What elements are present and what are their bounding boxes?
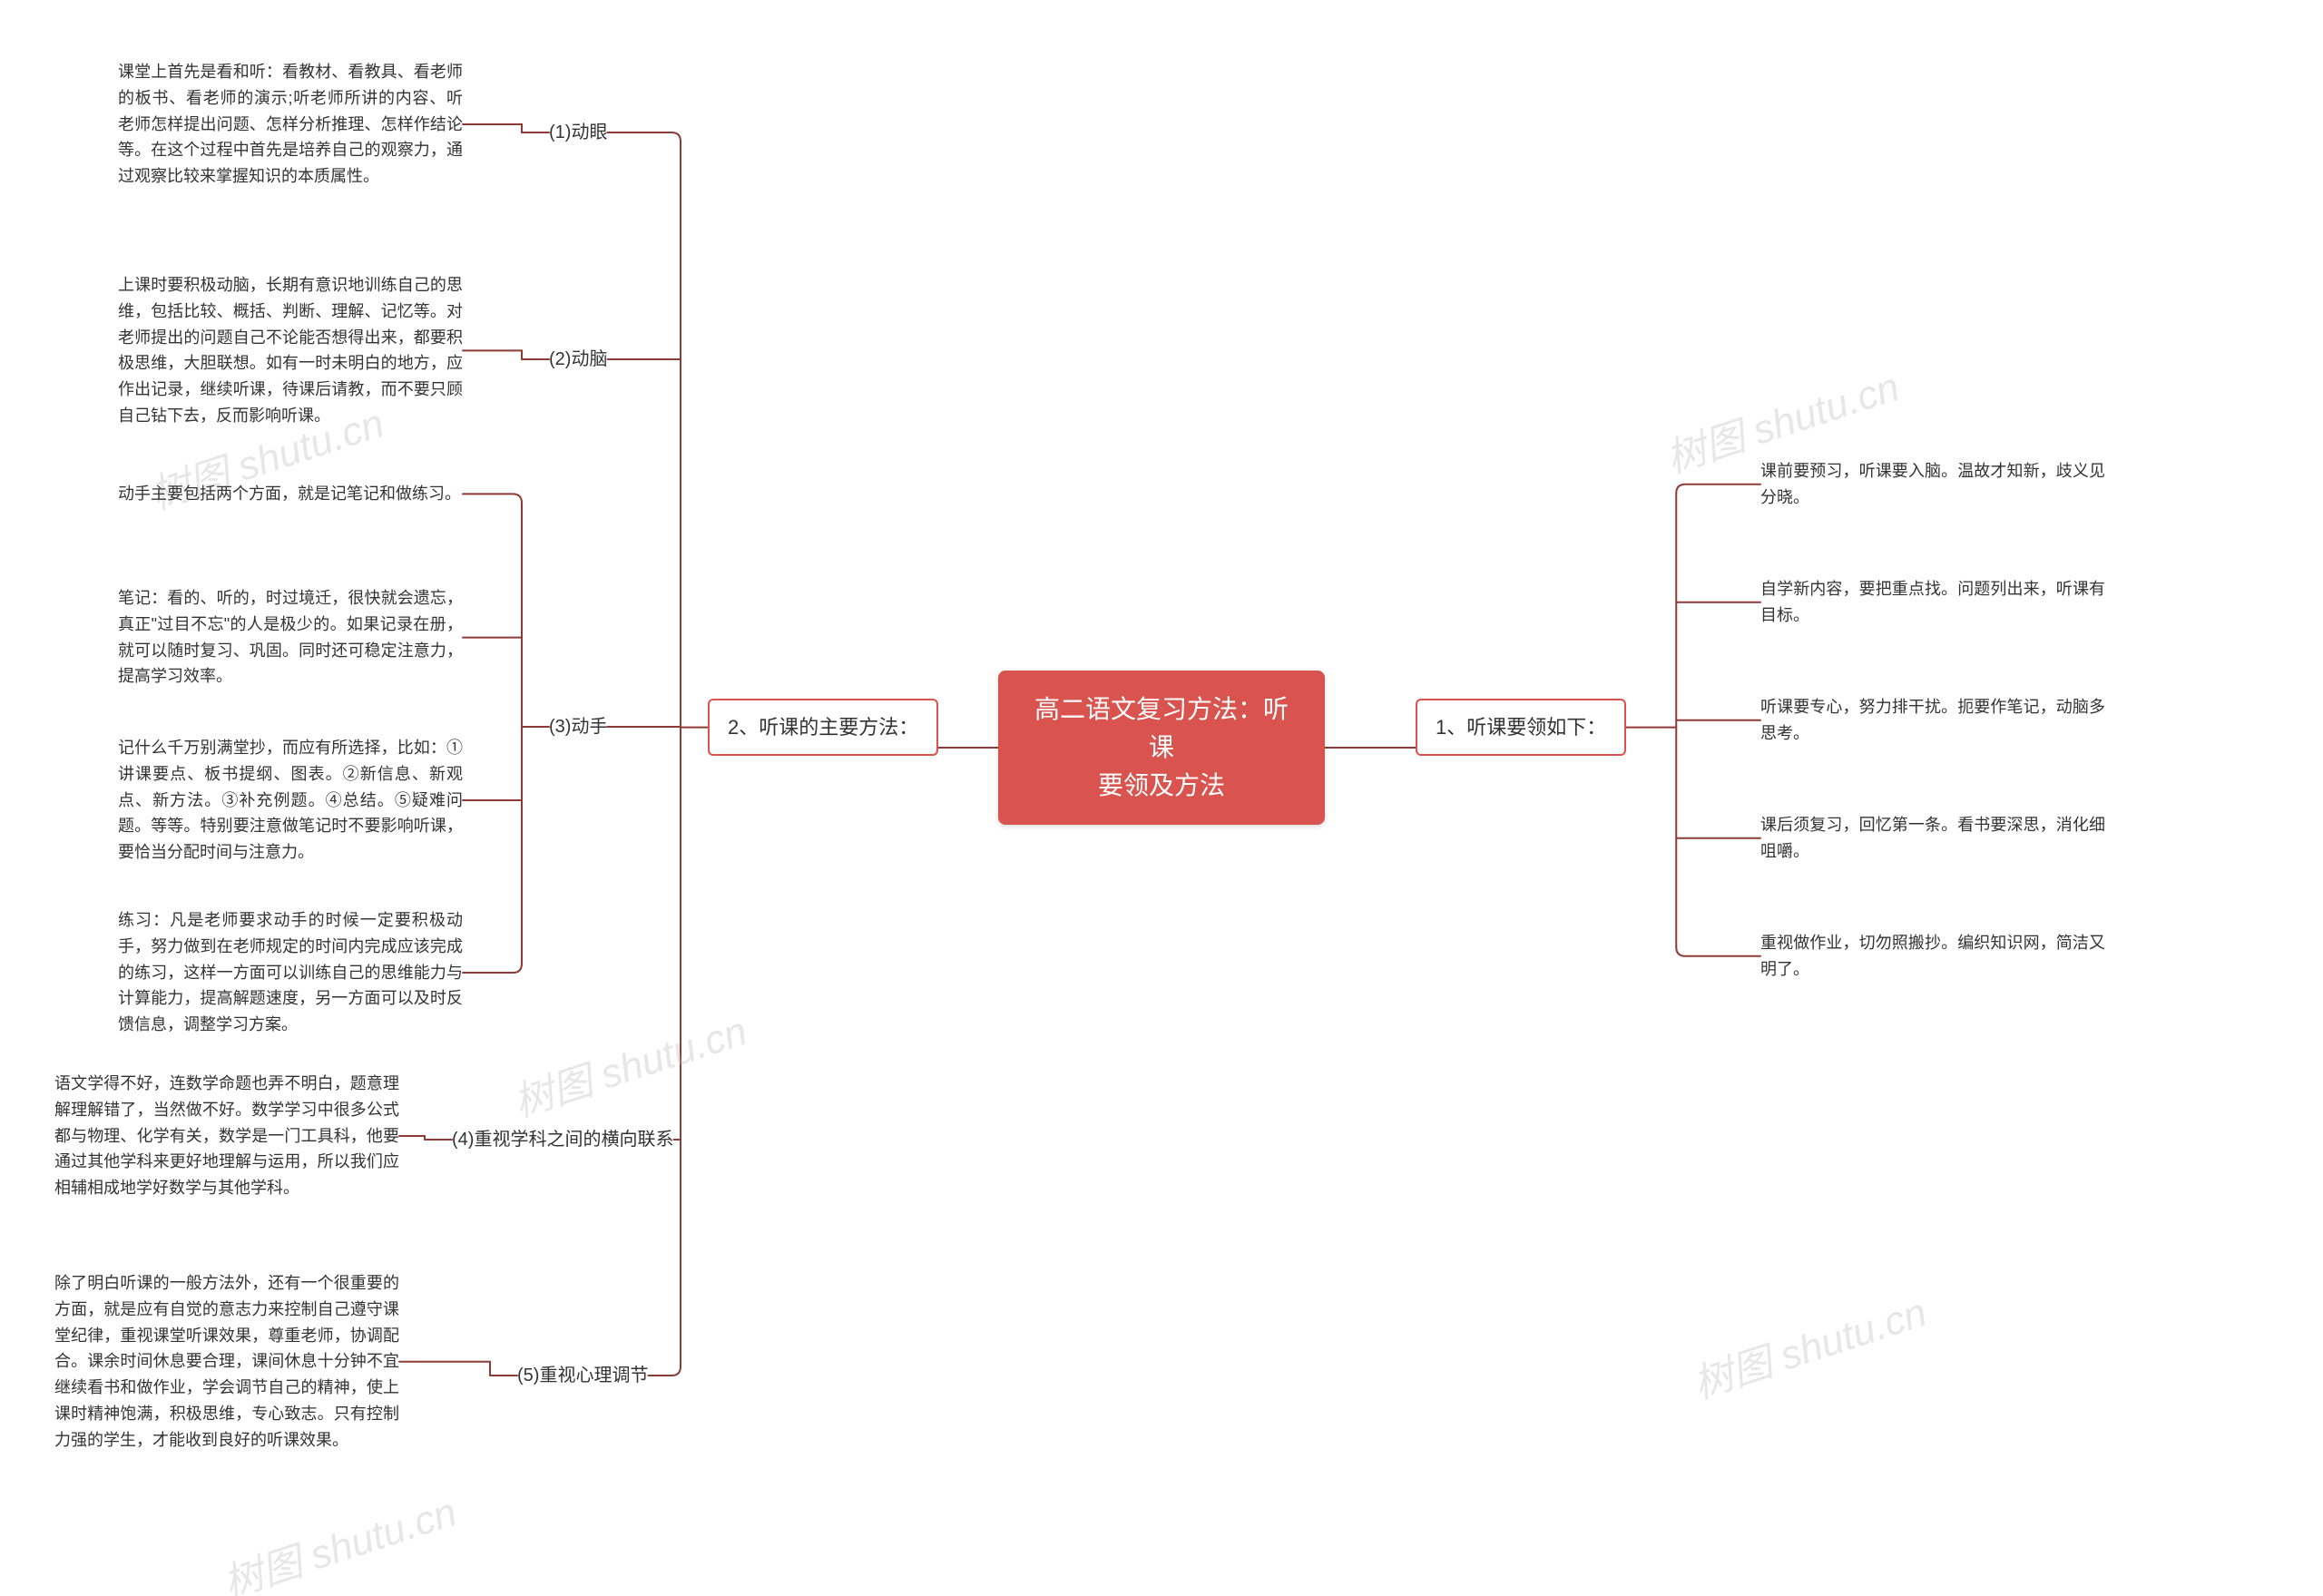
left-leaf: 记什么千万别满堂抄，而应有所选择，比如：①讲课要点、板书提纲、图表。②新信息、新… [118,735,463,866]
left-sub: (4)重视学科之间的横向联系 [452,1125,673,1154]
watermark: 树图 shutu.cn [1685,1279,1933,1409]
left-sub: (3)动手 [549,712,607,741]
watermark: 树图 shutu.cn [215,1479,463,1596]
watermark: 树图 shutu.cn [505,998,753,1128]
branch-left: 2、听课的主要方法： [708,699,938,756]
left-leaf: 课堂上首先是看和听：看教材、看教具、看老师的板书、看老师的演示;听老师所讲的内容… [118,59,463,190]
left-leaf: 动手主要包括两个方面，就是记笔记和做练习。 [118,481,463,507]
left-sub: (2)动脑 [549,345,607,374]
left-sub: (1)动眼 [549,118,607,147]
left-leaf: 除了明白听课的一般方法外，还有一个很重要的方面，就是应有自觉的意志力来控制自己遵… [54,1270,399,1454]
branch-right: 1、听课要领如下： [1416,699,1626,756]
center-line1: 高二语文复习方法：听课 [1034,695,1289,761]
center-line2: 要领及方法 [1098,771,1225,799]
right-item: 自学新内容，要把重点找。问题列出来，听课有目标。 [1760,576,2105,629]
left-sub: (5)重视心理调节 [517,1361,648,1390]
right-item: 重视做作业，切勿照搬抄。编织知识网，简洁又明了。 [1760,930,2105,983]
center-topic: 高二语文复习方法：听课 要领及方法 [998,671,1325,825]
left-leaf: 语文学得不好，连数学命题也弄不明白，题意理解理解错了，当然做不好。数学学习中很多… [54,1071,399,1201]
left-leaf: 笔记：看的、听的，时过境迁，很快就会遗忘，真正"过目不忘"的人是极少的。如果记录… [118,585,463,690]
right-item: 听课要专心，努力排干扰。扼要作笔记，动脑多思考。 [1760,694,2105,747]
left-leaf: 上课时要积极动脑，长期有意识地训练自己的思维，包括比较、概括、判断、理解、记忆等… [118,272,463,429]
right-item: 课前要预习，听课要入脑。温故才知新，歧义见分晓。 [1760,458,2105,511]
right-item: 课后须复习，回忆第一条。看书要深思，消化细咀嚼。 [1760,812,2105,865]
left-leaf: 练习：凡是老师要求动手的时候一定要积极动手，努力做到在老师规定的时间内完成应该完… [118,907,463,1038]
